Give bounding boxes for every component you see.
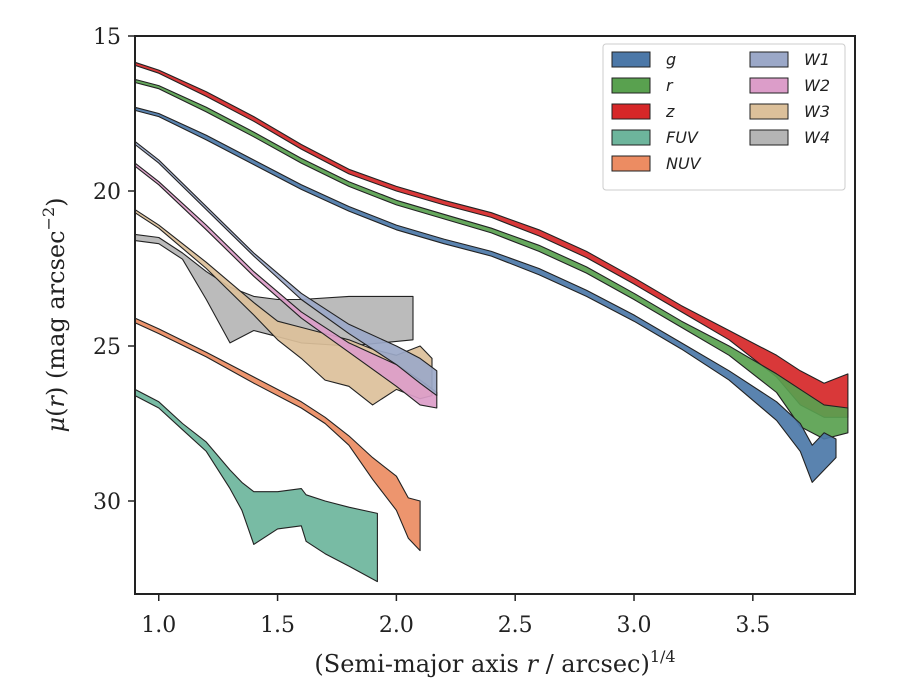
- legend-swatch-w4: [749, 129, 789, 146]
- legend-swatch-nuv: [611, 155, 651, 172]
- legend-swatch-fuv: [611, 129, 651, 146]
- legend: grz FUV NUV W1 W2 W3 W4: [602, 43, 846, 191]
- y-tick-label: 15: [93, 25, 121, 50]
- legend-swatch-z: [611, 103, 651, 120]
- x-axis-label: (Semi-major axis r / arcsec)1/4: [314, 647, 675, 678]
- x-ticks: 1.0 1.5 2.0 2.5 3.0 3.5: [141, 594, 770, 638]
- y-tick-label: 30: [93, 490, 121, 515]
- x-tick-label: 1.5: [260, 613, 295, 638]
- band-g: [134, 106, 837, 483]
- band-fuv: [134, 388, 378, 583]
- legend-label-g: g: [666, 50, 676, 69]
- legend-swatch-r: [611, 77, 651, 94]
- legend-swatch-w1: [749, 51, 789, 68]
- legend-label-w1: W1: [804, 50, 830, 69]
- x-tick-label: 3.0: [617, 613, 652, 638]
- legend-swatch-g: [611, 51, 651, 68]
- plot-frame: [134, 35, 856, 595]
- legend-label-z: z: [665, 102, 675, 121]
- legend-swatch-w3: [749, 103, 789, 120]
- y-tick-label: 20: [93, 180, 121, 205]
- legend-swatch-w2: [749, 77, 789, 94]
- legend-label-r: r: [666, 76, 674, 95]
- band-nuv: [134, 317, 421, 552]
- legend-label-w4: W4: [804, 128, 830, 147]
- y-tick-label: 25: [93, 335, 121, 360]
- band-w1: [134, 140, 438, 397]
- legend-label-w2: W2: [804, 76, 830, 95]
- band-r: [134, 78, 849, 440]
- x-tick-label: 3.5: [735, 613, 770, 638]
- legend-label-nuv: NUV: [666, 154, 702, 173]
- x-tick-label: 2.0: [379, 613, 414, 638]
- legend-label-w3: W3: [804, 102, 830, 121]
- x-tick-label: 1.0: [141, 613, 176, 638]
- legend-label-fuv: FUV: [666, 128, 699, 147]
- series-bands: [134, 61, 849, 583]
- y-axis-label: μ(r) (mag arcsec−2): [39, 197, 70, 432]
- band-w2: [134, 162, 438, 409]
- x-tick-label: 2.5: [498, 613, 533, 638]
- y-ticks: 15 20 25 30: [93, 25, 135, 515]
